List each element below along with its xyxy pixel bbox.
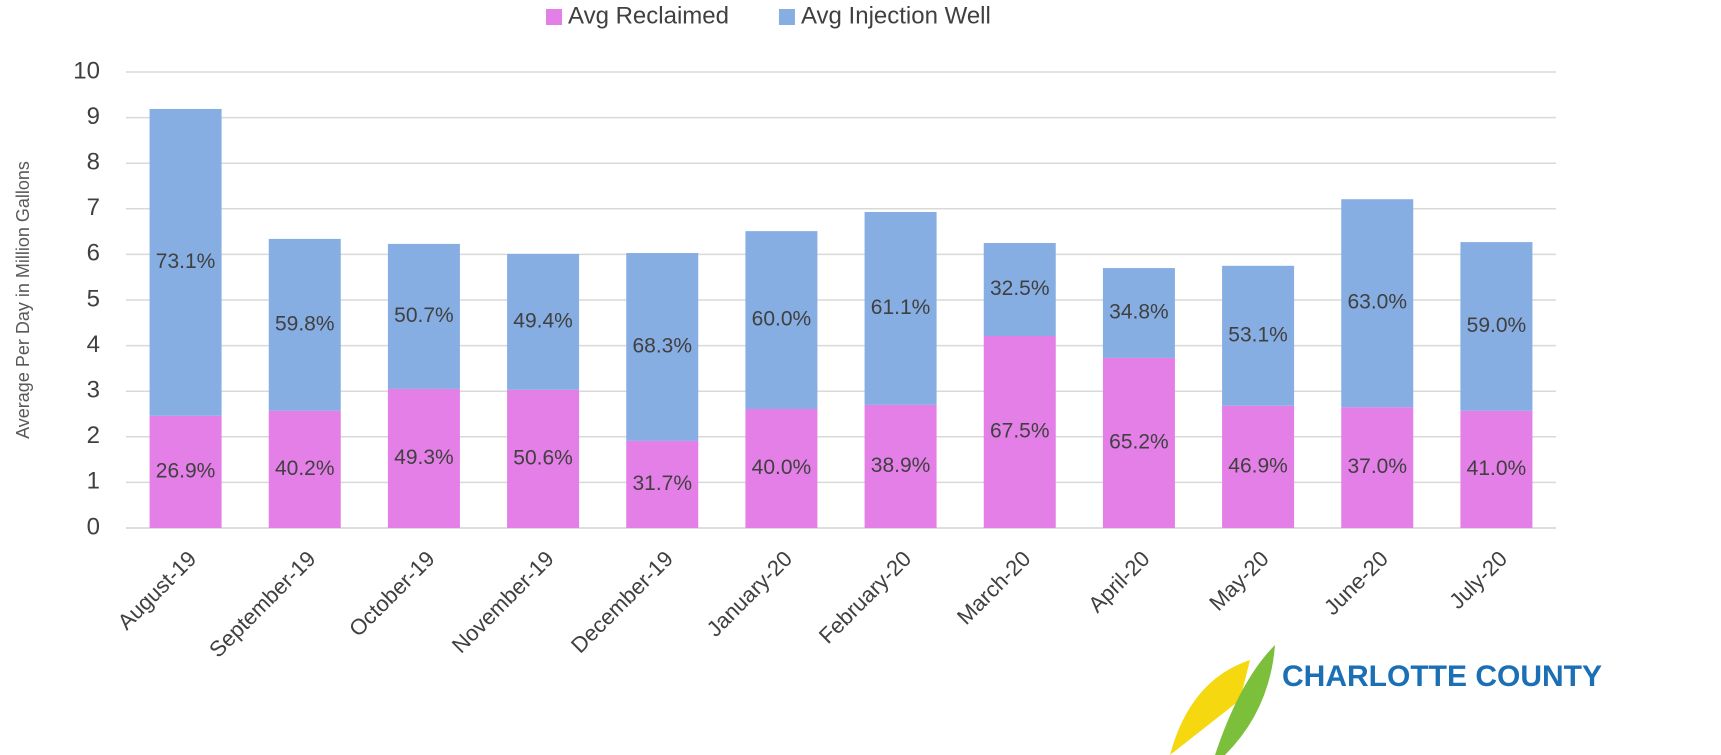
x-tick-label: August-19 <box>113 546 202 635</box>
data-label: 38.9% <box>871 454 931 477</box>
y-tick-label: 4 <box>87 331 100 358</box>
data-label: 34.8% <box>1109 301 1169 324</box>
bar-segment <box>626 253 699 441</box>
x-tick-label: October-19 <box>344 546 440 642</box>
data-label: 53.1% <box>1228 323 1288 346</box>
bar-segment <box>387 243 460 389</box>
data-label: 40.2% <box>275 457 335 480</box>
bar-segment <box>507 389 580 528</box>
data-label: 73.1% <box>156 250 216 273</box>
data-label: 61.1% <box>871 296 931 319</box>
x-tick-label: January-20 <box>702 546 798 642</box>
y-tick-label: 7 <box>87 194 100 221</box>
bar-segment <box>1341 407 1414 528</box>
bar-segment <box>1341 199 1414 408</box>
y-tick-label: 8 <box>87 149 100 176</box>
bar-segment <box>268 238 341 411</box>
data-label: 49.3% <box>394 446 454 469</box>
data-label: 46.9% <box>1228 454 1288 477</box>
bar-segment <box>745 231 818 409</box>
y-tick-label: 6 <box>87 240 100 267</box>
data-label: 31.7% <box>632 472 692 495</box>
y-tick-label: 0 <box>87 513 100 540</box>
data-label: 60.0% <box>752 308 812 331</box>
bar-segment <box>983 243 1056 337</box>
x-tick-label: February-20 <box>814 546 916 648</box>
y-tick-label: 10 <box>73 57 100 84</box>
bar-segment <box>1460 410 1533 528</box>
data-label: 50.7% <box>394 304 454 327</box>
bar-segment <box>149 108 222 416</box>
y-tick-label: 5 <box>87 285 100 312</box>
data-label: 26.9% <box>156 459 216 482</box>
x-tick-label: April-20 <box>1083 546 1154 617</box>
legend-swatch <box>778 9 795 25</box>
y-tick-label: 1 <box>87 468 100 495</box>
bar-segment <box>387 388 460 528</box>
legend-label: Avg Reclaimed <box>568 2 729 29</box>
logo-sun <box>1170 660 1250 755</box>
data-label: 68.3% <box>632 335 692 358</box>
x-tick-label: July-20 <box>1444 546 1512 614</box>
data-label: 65.2% <box>1109 431 1169 454</box>
bar-segment <box>983 336 1056 528</box>
legend-label: Avg Injection Well <box>801 2 991 29</box>
bar-segment <box>149 415 222 528</box>
data-label: 59.8% <box>275 312 335 335</box>
bar-segment <box>626 440 699 528</box>
data-label: 32.5% <box>990 277 1050 300</box>
bar-segment <box>1222 265 1295 406</box>
logo-text: CHARLOTTE COUNTY <box>1282 660 1602 693</box>
bar-segment <box>1222 405 1295 528</box>
x-tick-label: December-19 <box>566 546 678 658</box>
bar-segment <box>1102 357 1175 528</box>
bar-segment <box>864 211 937 405</box>
x-tick-label: May-20 <box>1204 546 1274 616</box>
data-label: 67.5% <box>990 420 1050 443</box>
data-label: 49.4% <box>513 309 573 332</box>
data-label: 50.6% <box>513 446 573 469</box>
bar-segment <box>745 408 818 528</box>
data-label: 40.0% <box>752 456 812 479</box>
x-tick-label: November-19 <box>447 546 559 658</box>
y-tick-label: 2 <box>87 422 100 449</box>
logo: CHARLOTTE COUNTY <box>1170 645 1602 755</box>
bar-segment <box>507 253 580 390</box>
bar-segment <box>864 404 937 528</box>
data-label: 41.0% <box>1467 457 1527 480</box>
y-axis-label: Average Per Day in Million Gallons <box>13 161 33 439</box>
data-label: 63.0% <box>1347 291 1407 314</box>
bar-segment <box>1460 242 1533 411</box>
x-tick-label: June-20 <box>1319 546 1393 620</box>
data-label: 37.0% <box>1347 455 1407 478</box>
data-label: 59.0% <box>1467 314 1527 337</box>
x-tick-label: March-20 <box>952 546 1035 629</box>
x-tick-label: September-19 <box>204 546 320 662</box>
logo-leaf <box>1215 645 1275 755</box>
bar-segment <box>268 410 341 528</box>
bar-segment <box>1102 268 1175 358</box>
y-tick-label: 9 <box>87 103 100 130</box>
y-tick-label: 3 <box>87 377 100 404</box>
legend-swatch <box>546 9 562 25</box>
